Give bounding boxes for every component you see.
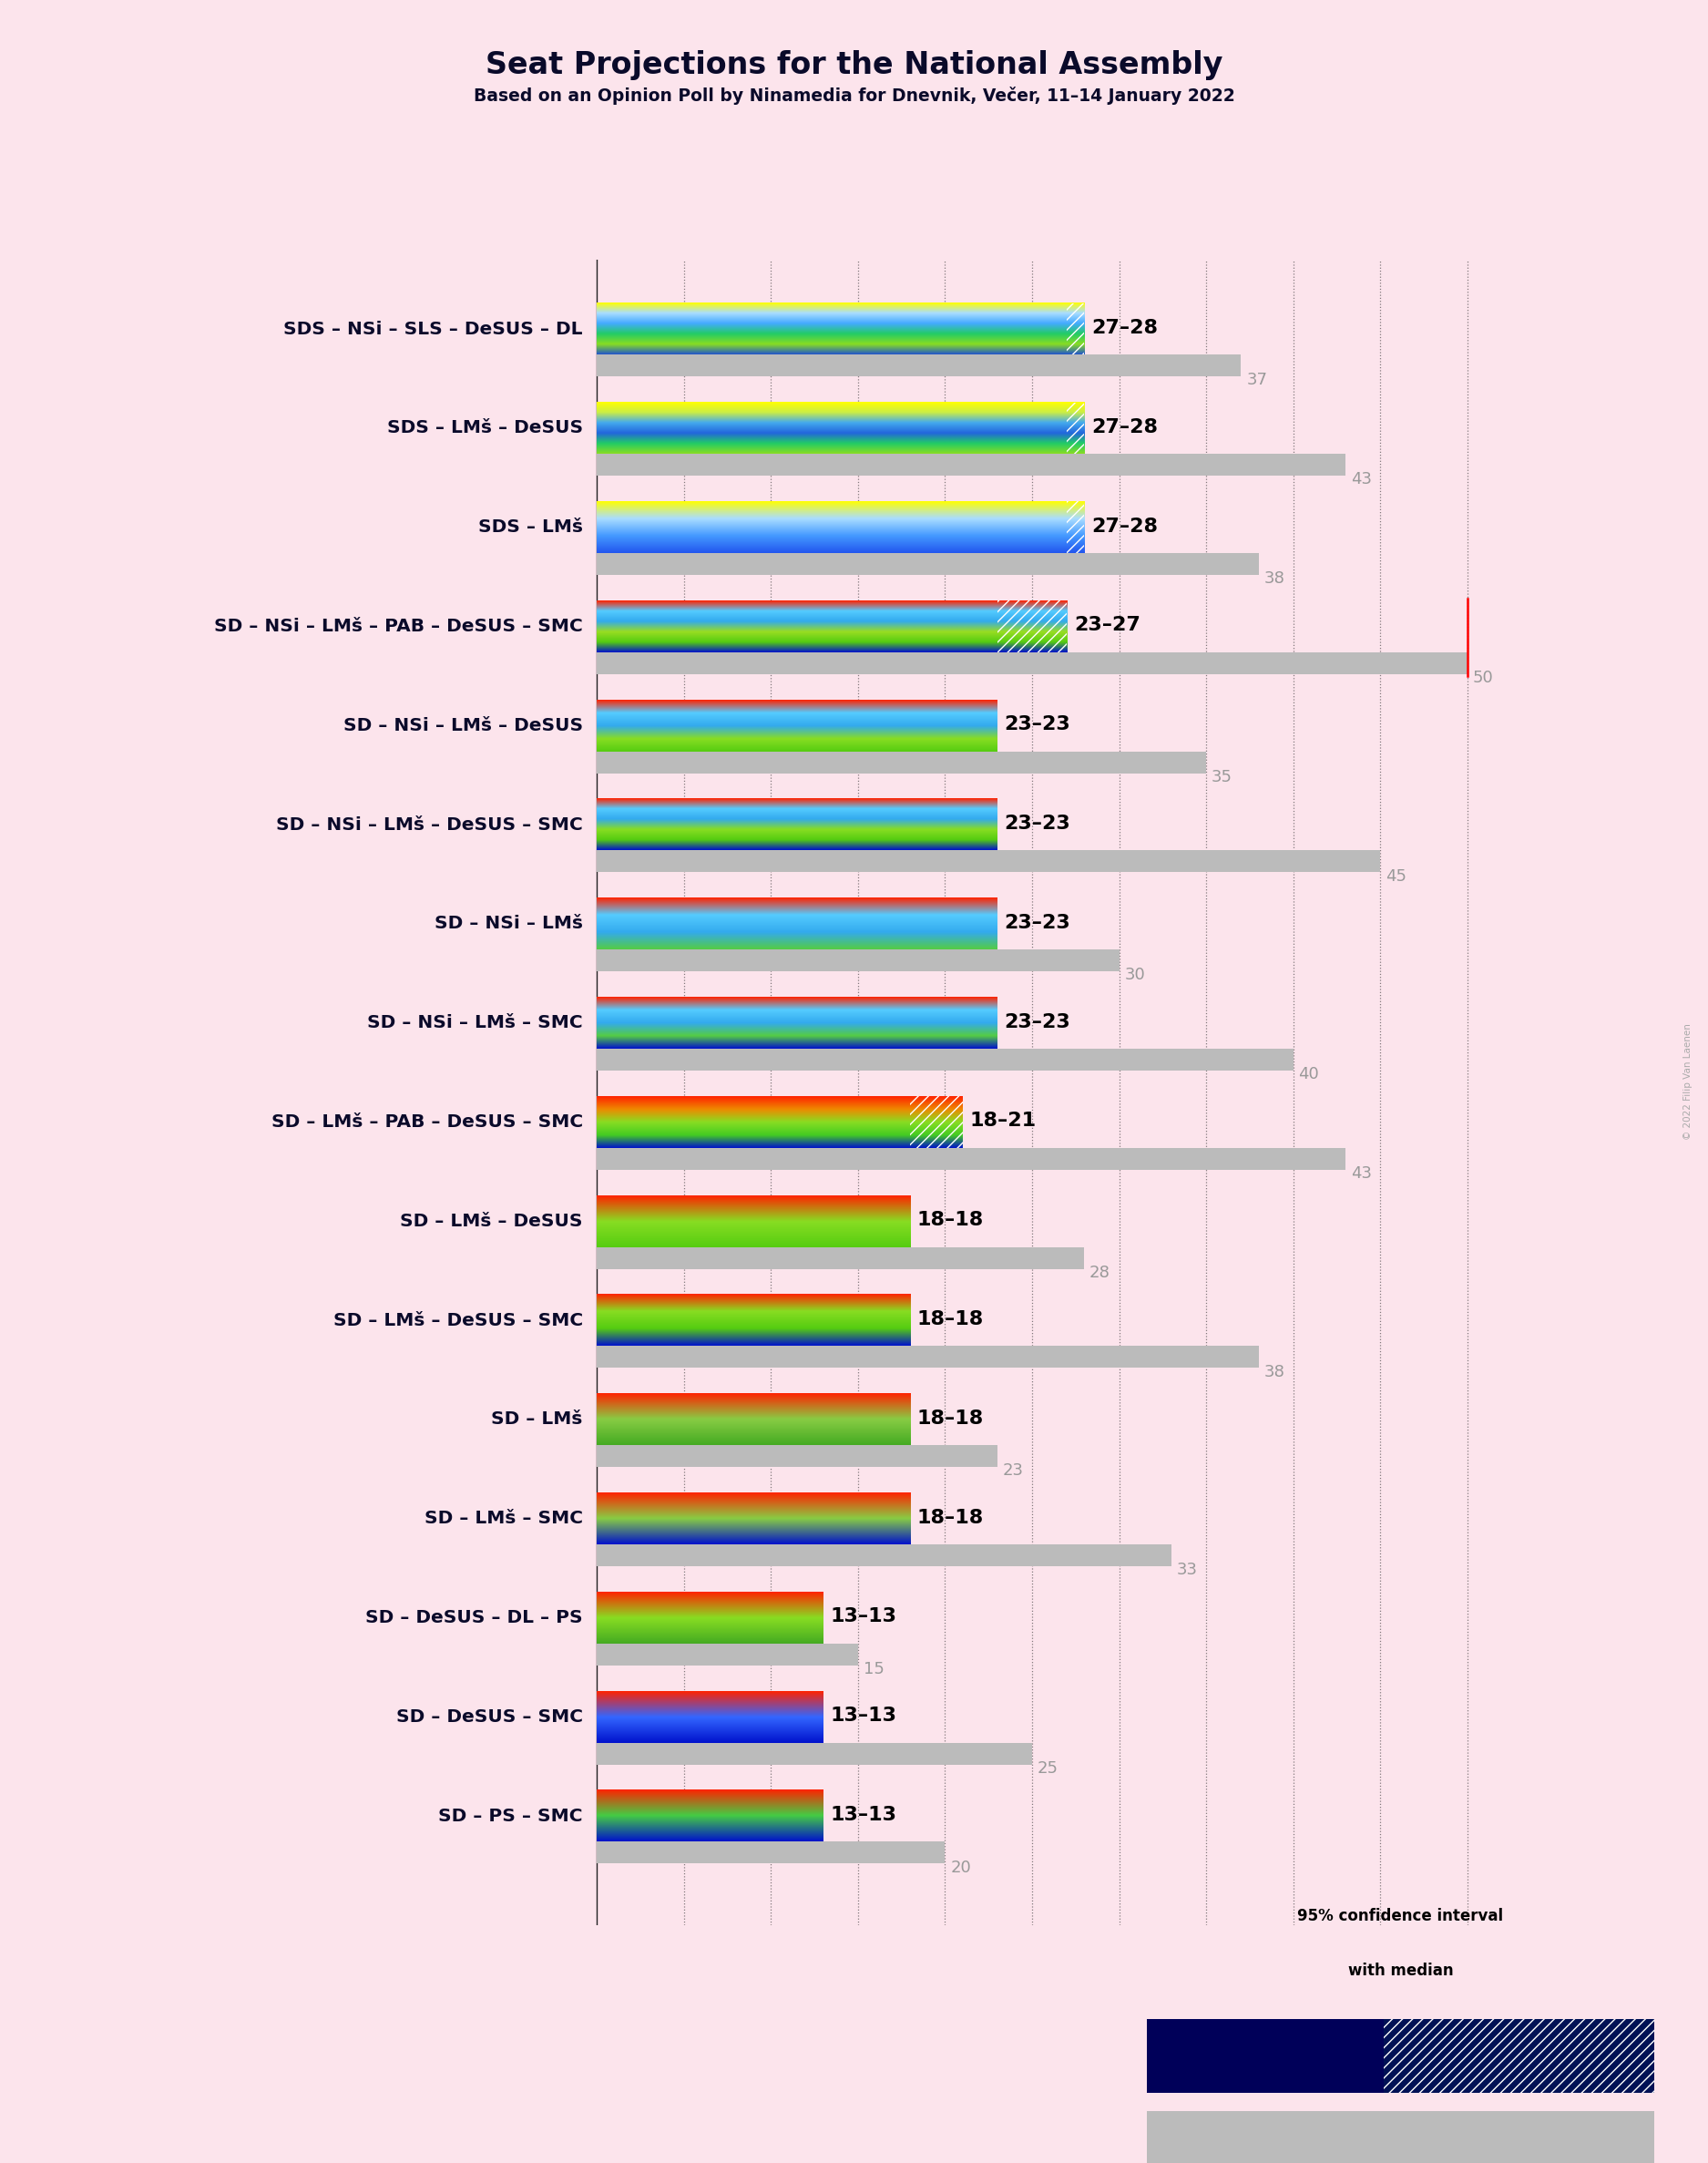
- Bar: [596, 554, 1259, 575]
- Text: SD – DeSUS – DL – PS: SD – DeSUS – DL – PS: [366, 1609, 582, 1627]
- Bar: [596, 1644, 857, 1666]
- Text: 43: 43: [1351, 472, 1372, 487]
- Bar: [1068, 502, 1085, 554]
- Text: 43: 43: [1351, 1166, 1372, 1181]
- Bar: [596, 1049, 1293, 1071]
- Bar: [596, 1544, 1172, 1566]
- Bar: [1068, 303, 1085, 355]
- Text: SD – NSi – LMš – DeSUS: SD – NSi – LMš – DeSUS: [343, 716, 582, 733]
- Text: SD – LMš – SMC: SD – LMš – SMC: [424, 1510, 582, 1527]
- Text: 45: 45: [1385, 867, 1407, 885]
- Text: Last result: Last result: [1365, 2118, 1436, 2133]
- Text: SD – PS – SMC: SD – PS – SMC: [439, 1808, 582, 1826]
- Text: 20: 20: [950, 1860, 970, 1875]
- Text: 23–27: 23–27: [1074, 616, 1141, 634]
- Bar: [596, 1149, 1346, 1170]
- Text: SD – NSi – LMš: SD – NSi – LMš: [434, 915, 582, 932]
- Text: SDS – LMš – DeSUS: SDS – LMš – DeSUS: [386, 420, 582, 437]
- Text: 18–18: 18–18: [917, 1410, 984, 1428]
- Text: 28: 28: [1090, 1265, 1110, 1280]
- Bar: [596, 454, 1346, 476]
- Text: 23: 23: [1003, 1462, 1023, 1479]
- Text: SD – NSi – LMš – SMC: SD – NSi – LMš – SMC: [367, 1014, 582, 1032]
- Text: 18–18: 18–18: [917, 1211, 984, 1229]
- Bar: [596, 1445, 997, 1467]
- Bar: [596, 653, 1467, 675]
- Bar: [997, 601, 1068, 653]
- Text: SD – LMš – DeSUS: SD – LMš – DeSUS: [400, 1213, 582, 1231]
- Text: 13–13: 13–13: [830, 1806, 897, 1823]
- Text: 23–23: 23–23: [1004, 716, 1071, 733]
- Text: 23–23: 23–23: [1004, 1012, 1071, 1032]
- Bar: [910, 1097, 962, 1149]
- Text: SD – LMš: SD – LMš: [492, 1410, 582, 1428]
- Text: 38: 38: [1264, 571, 1284, 586]
- Text: 95% confidence interval: 95% confidence interval: [1298, 1908, 1503, 1925]
- Bar: [596, 1843, 945, 1865]
- Text: 38: 38: [1264, 1363, 1284, 1380]
- Text: SD – NSi – LMš – DeSUS – SMC: SD – NSi – LMš – DeSUS – SMC: [277, 815, 582, 833]
- Bar: [596, 850, 1380, 872]
- Text: SD – NSi – LMš – PAB – DeSUS – SMC: SD – NSi – LMš – PAB – DeSUS – SMC: [214, 619, 582, 636]
- Bar: [596, 1248, 1085, 1270]
- Bar: [596, 950, 1119, 971]
- Bar: [1068, 402, 1085, 454]
- Text: 27–28: 27–28: [1091, 517, 1158, 536]
- Text: SDS – NSi – SLS – DeSUS – DL: SDS – NSi – SLS – DeSUS – DL: [284, 320, 582, 337]
- Text: 15: 15: [863, 1661, 885, 1676]
- Bar: [596, 1743, 1032, 1765]
- Text: 13–13: 13–13: [830, 1607, 897, 1627]
- Text: 40: 40: [1298, 1066, 1319, 1082]
- Text: 27–28: 27–28: [1091, 417, 1158, 437]
- Text: Based on an Opinion Poll by Ninamedia for Dnevnik, Večer, 11–14 January 2022: Based on an Opinion Poll by Ninamedia fo…: [473, 87, 1235, 104]
- Text: SD – DeSUS – SMC: SD – DeSUS – SMC: [396, 1709, 582, 1726]
- Text: © 2022 Filip Van Laenen: © 2022 Filip Van Laenen: [1682, 1023, 1693, 1140]
- Text: SD – LMš – PAB – DeSUS – SMC: SD – LMš – PAB – DeSUS – SMC: [272, 1114, 582, 1131]
- Text: SD – LMš – DeSUS – SMC: SD – LMš – DeSUS – SMC: [333, 1311, 582, 1328]
- Text: 35: 35: [1211, 768, 1233, 785]
- Text: 23–23: 23–23: [1004, 913, 1071, 932]
- Text: 18–21: 18–21: [970, 1112, 1037, 1131]
- Text: with median: with median: [1348, 1962, 1454, 1979]
- Text: 13–13: 13–13: [830, 1707, 897, 1726]
- Text: 25: 25: [1037, 1761, 1059, 1776]
- Bar: [596, 1345, 1259, 1367]
- Bar: [596, 751, 1206, 772]
- Text: 27–28: 27–28: [1091, 318, 1158, 337]
- Text: SDS – LMš: SDS – LMš: [478, 519, 582, 536]
- Text: Seat Projections for the National Assembly: Seat Projections for the National Assemb…: [485, 50, 1223, 80]
- Text: 37: 37: [1247, 372, 1267, 389]
- Text: 18–18: 18–18: [917, 1508, 984, 1527]
- Bar: [596, 355, 1242, 376]
- Text: 30: 30: [1124, 967, 1144, 984]
- Text: 23–23: 23–23: [1004, 815, 1071, 833]
- Text: 33: 33: [1177, 1562, 1197, 1579]
- Text: 50: 50: [1472, 671, 1493, 686]
- Text: 18–18: 18–18: [917, 1311, 984, 1328]
